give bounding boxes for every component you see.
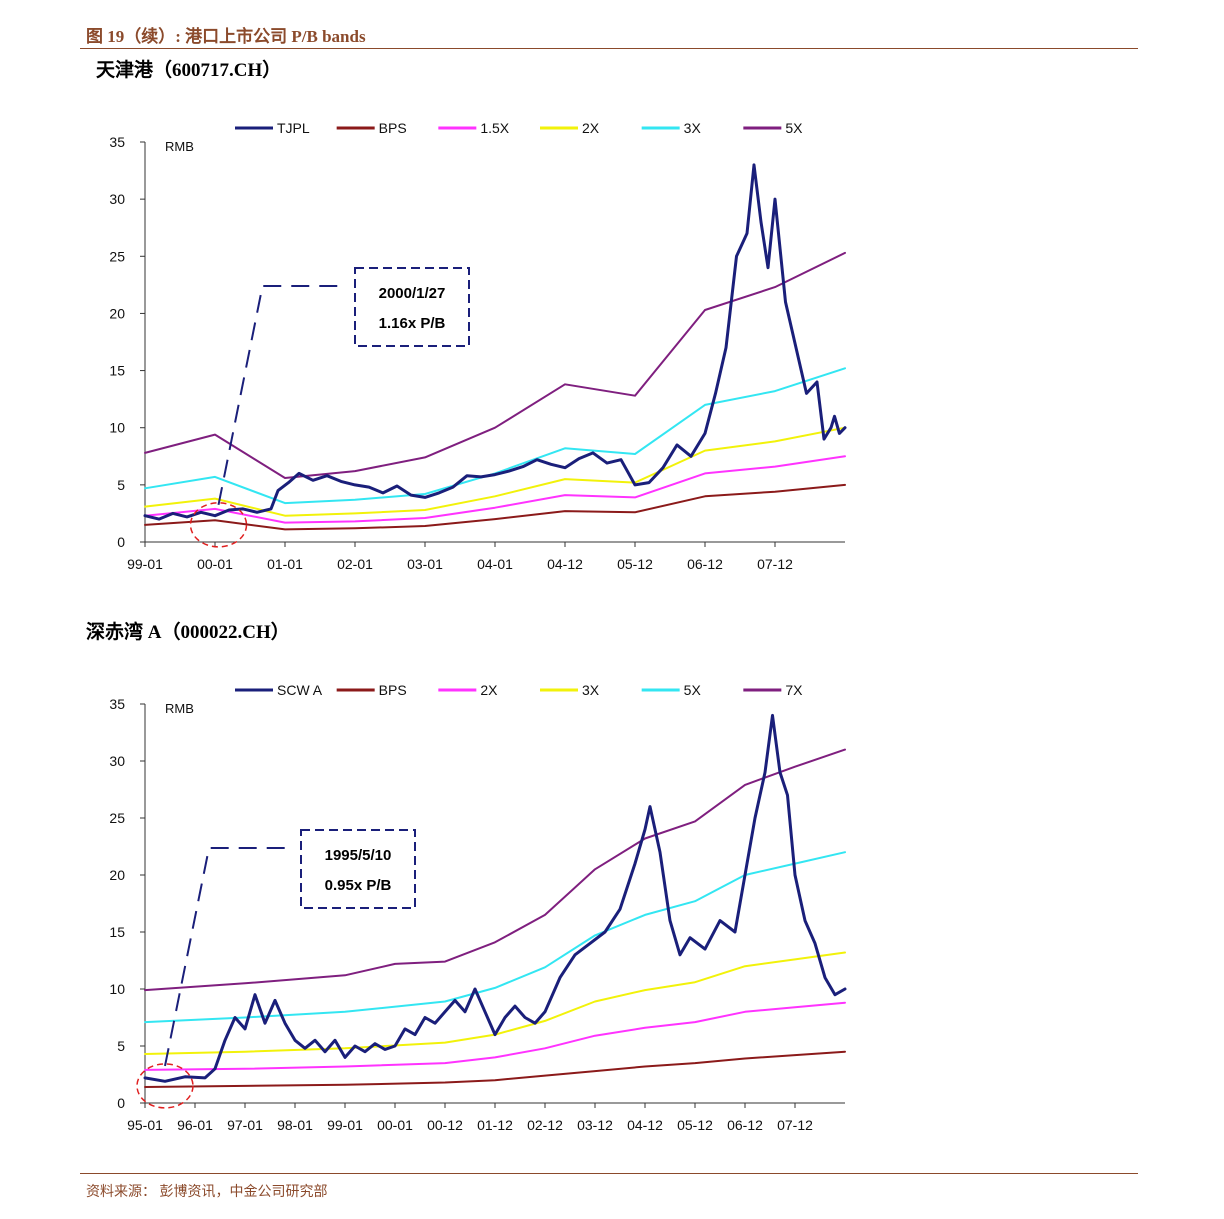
y-tick-label: 25 [109,248,125,264]
y-axis-label: RMB [165,139,194,154]
series-line-3x [144,951,846,1055]
series-line-1-5x [144,455,846,524]
series-line-bps [144,1050,846,1088]
chart-title-tianjin-port: 天津港（600717.CH） [96,60,282,81]
y-tick-label: 30 [109,191,125,207]
x-tick-label: 03-01 [407,556,443,572]
x-tick-label: 07-12 [757,556,793,572]
annotation-leader [217,285,345,506]
y-tick-label: 35 [109,134,125,150]
top-divider [80,48,1138,49]
legend-label: 5X [785,120,803,136]
x-tick-label: 96-01 [177,1117,213,1133]
annotation-box [354,267,470,347]
source-note: 资料来源： 彭博资讯，中金公司研究部 [86,1185,328,1200]
series-line-5x [144,851,846,1024]
y-tick-label: 25 [109,810,125,826]
y-tick-label: 0 [117,534,125,550]
series-line-2x [144,426,846,517]
chart-title-chiwan: 深赤湾 A（000022.CH） [86,622,290,643]
annotation-text: 2000/1/27 [379,285,446,302]
bottom-divider [80,1173,1138,1174]
x-tick-label: 00-12 [427,1117,463,1133]
y-tick-label: 10 [109,420,125,436]
legend-label: 2X [480,682,498,698]
x-tick-label: 03-12 [577,1117,613,1133]
x-tick-label: 99-01 [127,556,163,572]
series-line-scw-a [143,713,847,1083]
x-tick-label: 97-01 [227,1117,263,1133]
series-line-2x [144,1001,846,1071]
legend-label: 5X [684,682,702,698]
series-line-bps [144,483,846,531]
y-tick-label: 20 [109,867,125,883]
x-tick-label: 00-01 [377,1117,413,1133]
legend-label: 2X [582,120,600,136]
x-tick-label: 06-12 [687,556,723,572]
legend-label: BPS [379,120,407,136]
x-tick-label: 02-01 [337,556,373,572]
x-tick-label: 02-12 [527,1117,563,1133]
x-tick-label: 01-01 [267,556,303,572]
annotation-text: 1995/5/10 [325,847,392,864]
legend-label: 1.5X [480,120,509,136]
legend-label: SCW A [277,682,323,698]
annotation-text: 1.16x P/B [379,315,446,332]
annotation-text: 0.95x P/B [325,877,392,894]
y-tick-label: 20 [109,305,125,321]
legend-label: TJPL [277,120,310,136]
y-tick-label: 5 [117,477,125,493]
x-tick-label: 01-12 [477,1117,513,1133]
annotation-box [300,829,416,909]
series-line-tjpl [143,163,847,521]
legend-label: BPS [379,682,407,698]
legend-label: 3X [582,682,600,698]
chart-tianjin-port: 0 5 10 15 20 25 30 35 RMB 99-01 00-01 01-01 02-01 03-… [109,120,847,572]
x-tick-label: 04-12 [547,556,583,572]
series-line-3x [144,367,846,505]
x-tick-label: 05-12 [617,556,653,572]
x-tick-label: 00-01 [197,556,233,572]
chart-chiwan: 0 5 10 15 20 25 30 35 RMB 95-01 96-01 97-01 98-01 99-… [109,682,847,1133]
series-line-5x [144,251,846,479]
x-tick-label: 07-12 [777,1117,813,1133]
y-tick-label: 15 [109,363,125,379]
y-axis-label: RMB [165,701,194,716]
x-tick-label: 05-12 [677,1117,713,1133]
x-tick-label: 99-01 [327,1117,363,1133]
x-tick-label: 04-12 [627,1117,663,1133]
y-tick-label: 35 [109,696,125,712]
figure-title: 图 19（续）: 港口上市公司 P/B bands [86,27,366,46]
x-tick-label: 04-01 [477,556,513,572]
y-tick-label: 15 [109,924,125,940]
y-tick-label: 0 [117,1095,125,1111]
x-tick-label: 06-12 [727,1117,763,1133]
legend-label: 3X [684,120,702,136]
highlight-circle [189,502,248,548]
series-line-7x [144,748,846,992]
legend-label: 7X [785,682,803,698]
y-tick-label: 10 [109,981,125,997]
highlight-circle [136,1063,194,1109]
y-tick-label: 30 [109,753,125,769]
x-tick-label: 98-01 [277,1117,313,1133]
x-tick-label: 95-01 [127,1117,163,1133]
y-tick-label: 5 [117,1038,125,1054]
